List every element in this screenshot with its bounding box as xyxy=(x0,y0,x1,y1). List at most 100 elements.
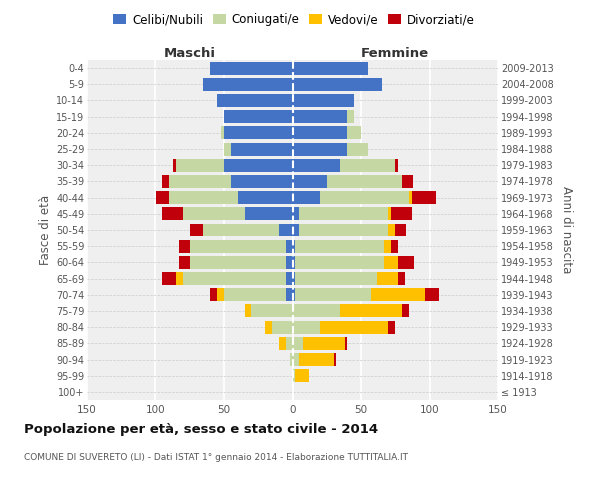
Bar xyxy=(163,208,183,220)
Text: COMUNE DI SUVERETO (LI) - Dati ISTAT 1° gennaio 2014 - Elaborazione TUTTITALIA.I: COMUNE DI SUVERETO (LI) - Dati ISTAT 1° … xyxy=(24,452,408,462)
Text: Popolazione per età, sesso e stato civile - 2014: Popolazione per età, sesso e stato civil… xyxy=(24,422,378,436)
Bar xyxy=(293,126,347,140)
Bar xyxy=(163,272,176,285)
Bar xyxy=(402,175,413,188)
Bar xyxy=(320,320,388,334)
Bar xyxy=(299,208,388,220)
Bar xyxy=(245,304,251,318)
Bar xyxy=(398,256,415,269)
Bar xyxy=(286,288,293,301)
Bar xyxy=(377,272,398,285)
Bar xyxy=(203,78,293,91)
Bar xyxy=(211,62,293,74)
Bar xyxy=(412,191,436,204)
Bar xyxy=(293,353,299,366)
Bar xyxy=(299,224,388,236)
Bar xyxy=(293,110,347,123)
Bar xyxy=(183,208,245,220)
Bar xyxy=(221,126,224,140)
Bar xyxy=(293,320,320,334)
Text: Femmine: Femmine xyxy=(361,47,430,60)
Bar xyxy=(388,208,391,220)
Bar xyxy=(272,320,293,334)
Bar xyxy=(293,208,299,220)
Bar xyxy=(304,337,344,350)
Bar xyxy=(286,240,293,252)
Bar xyxy=(402,304,409,318)
Bar xyxy=(295,272,377,285)
Bar xyxy=(224,288,286,301)
Bar xyxy=(286,256,293,269)
Bar xyxy=(388,320,395,334)
Bar xyxy=(395,224,406,236)
Bar xyxy=(293,142,347,156)
Bar xyxy=(293,272,295,285)
Legend: Celibi/Nubili, Coniugati/e, Vedovi/e, Divorziati/e: Celibi/Nubili, Coniugati/e, Vedovi/e, Di… xyxy=(109,8,479,31)
Bar xyxy=(224,110,293,123)
Bar xyxy=(371,288,425,301)
Bar xyxy=(391,208,412,220)
Bar xyxy=(176,159,224,172)
Bar xyxy=(395,159,398,172)
Bar xyxy=(391,240,398,252)
Bar xyxy=(293,62,368,74)
Bar xyxy=(279,224,293,236)
Bar xyxy=(231,142,293,156)
Bar xyxy=(334,353,337,366)
Bar xyxy=(293,191,320,204)
Bar xyxy=(425,288,439,301)
Bar xyxy=(169,175,231,188)
Bar xyxy=(340,159,395,172)
Bar xyxy=(203,224,279,236)
Bar xyxy=(169,191,238,204)
Bar xyxy=(163,175,169,188)
Bar xyxy=(293,337,304,350)
Bar xyxy=(265,320,272,334)
Bar xyxy=(299,353,334,366)
Bar xyxy=(217,94,293,107)
Bar xyxy=(155,191,169,204)
Y-axis label: Anni di nascita: Anni di nascita xyxy=(560,186,573,274)
Bar xyxy=(340,304,402,318)
Y-axis label: Fasce di età: Fasce di età xyxy=(38,195,52,265)
Bar xyxy=(238,191,293,204)
Bar xyxy=(173,159,176,172)
Bar xyxy=(293,224,299,236)
Bar xyxy=(295,369,309,382)
Bar xyxy=(293,78,382,91)
Bar xyxy=(327,175,402,188)
Bar xyxy=(286,272,293,285)
Bar xyxy=(211,288,217,301)
Bar xyxy=(224,126,293,140)
Bar xyxy=(295,288,371,301)
Bar xyxy=(347,142,368,156)
Bar xyxy=(347,110,354,123)
Text: Maschi: Maschi xyxy=(164,47,216,60)
Bar xyxy=(251,304,293,318)
Bar xyxy=(190,256,286,269)
Bar xyxy=(293,369,295,382)
Bar xyxy=(293,304,340,318)
Bar xyxy=(344,337,347,350)
Bar xyxy=(286,337,293,350)
Bar xyxy=(409,191,412,204)
Bar xyxy=(290,353,293,366)
Bar xyxy=(293,256,295,269)
Bar xyxy=(295,256,384,269)
Bar xyxy=(293,175,327,188)
Bar xyxy=(293,288,295,301)
Bar xyxy=(224,142,231,156)
Bar xyxy=(293,94,354,107)
Bar xyxy=(231,175,293,188)
Bar xyxy=(190,240,286,252)
Bar xyxy=(398,272,405,285)
Bar xyxy=(176,272,183,285)
Bar xyxy=(279,337,286,350)
Bar xyxy=(320,191,409,204)
Bar xyxy=(295,240,384,252)
Bar xyxy=(179,240,190,252)
Bar xyxy=(190,224,203,236)
Bar xyxy=(217,288,224,301)
Bar xyxy=(179,256,190,269)
Bar xyxy=(293,159,340,172)
